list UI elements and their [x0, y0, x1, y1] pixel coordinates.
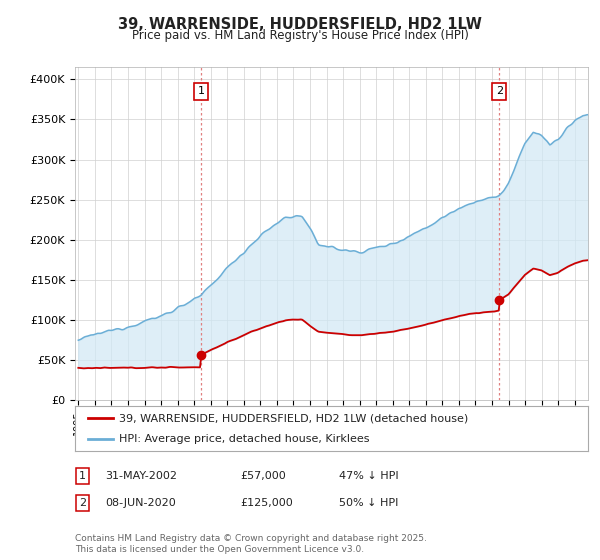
Text: 31-MAY-2002: 31-MAY-2002 [105, 471, 177, 481]
Text: 39, WARRENSIDE, HUDDERSFIELD, HD2 1LW (detached house): 39, WARRENSIDE, HUDDERSFIELD, HD2 1LW (d… [119, 413, 468, 423]
Text: 1: 1 [79, 471, 86, 481]
Text: 50% ↓ HPI: 50% ↓ HPI [339, 498, 398, 508]
Text: 2: 2 [496, 86, 503, 96]
Text: 2: 2 [79, 498, 86, 508]
Text: Contains HM Land Registry data © Crown copyright and database right 2025.
This d: Contains HM Land Registry data © Crown c… [75, 534, 427, 554]
Text: 39, WARRENSIDE, HUDDERSFIELD, HD2 1LW: 39, WARRENSIDE, HUDDERSFIELD, HD2 1LW [118, 17, 482, 32]
Text: 47% ↓ HPI: 47% ↓ HPI [339, 471, 398, 481]
Text: 08-JUN-2020: 08-JUN-2020 [105, 498, 176, 508]
Text: £57,000: £57,000 [240, 471, 286, 481]
Text: Price paid vs. HM Land Registry's House Price Index (HPI): Price paid vs. HM Land Registry's House … [131, 29, 469, 42]
Text: £125,000: £125,000 [240, 498, 293, 508]
Text: HPI: Average price, detached house, Kirklees: HPI: Average price, detached house, Kirk… [119, 433, 369, 444]
Text: 1: 1 [197, 86, 205, 96]
